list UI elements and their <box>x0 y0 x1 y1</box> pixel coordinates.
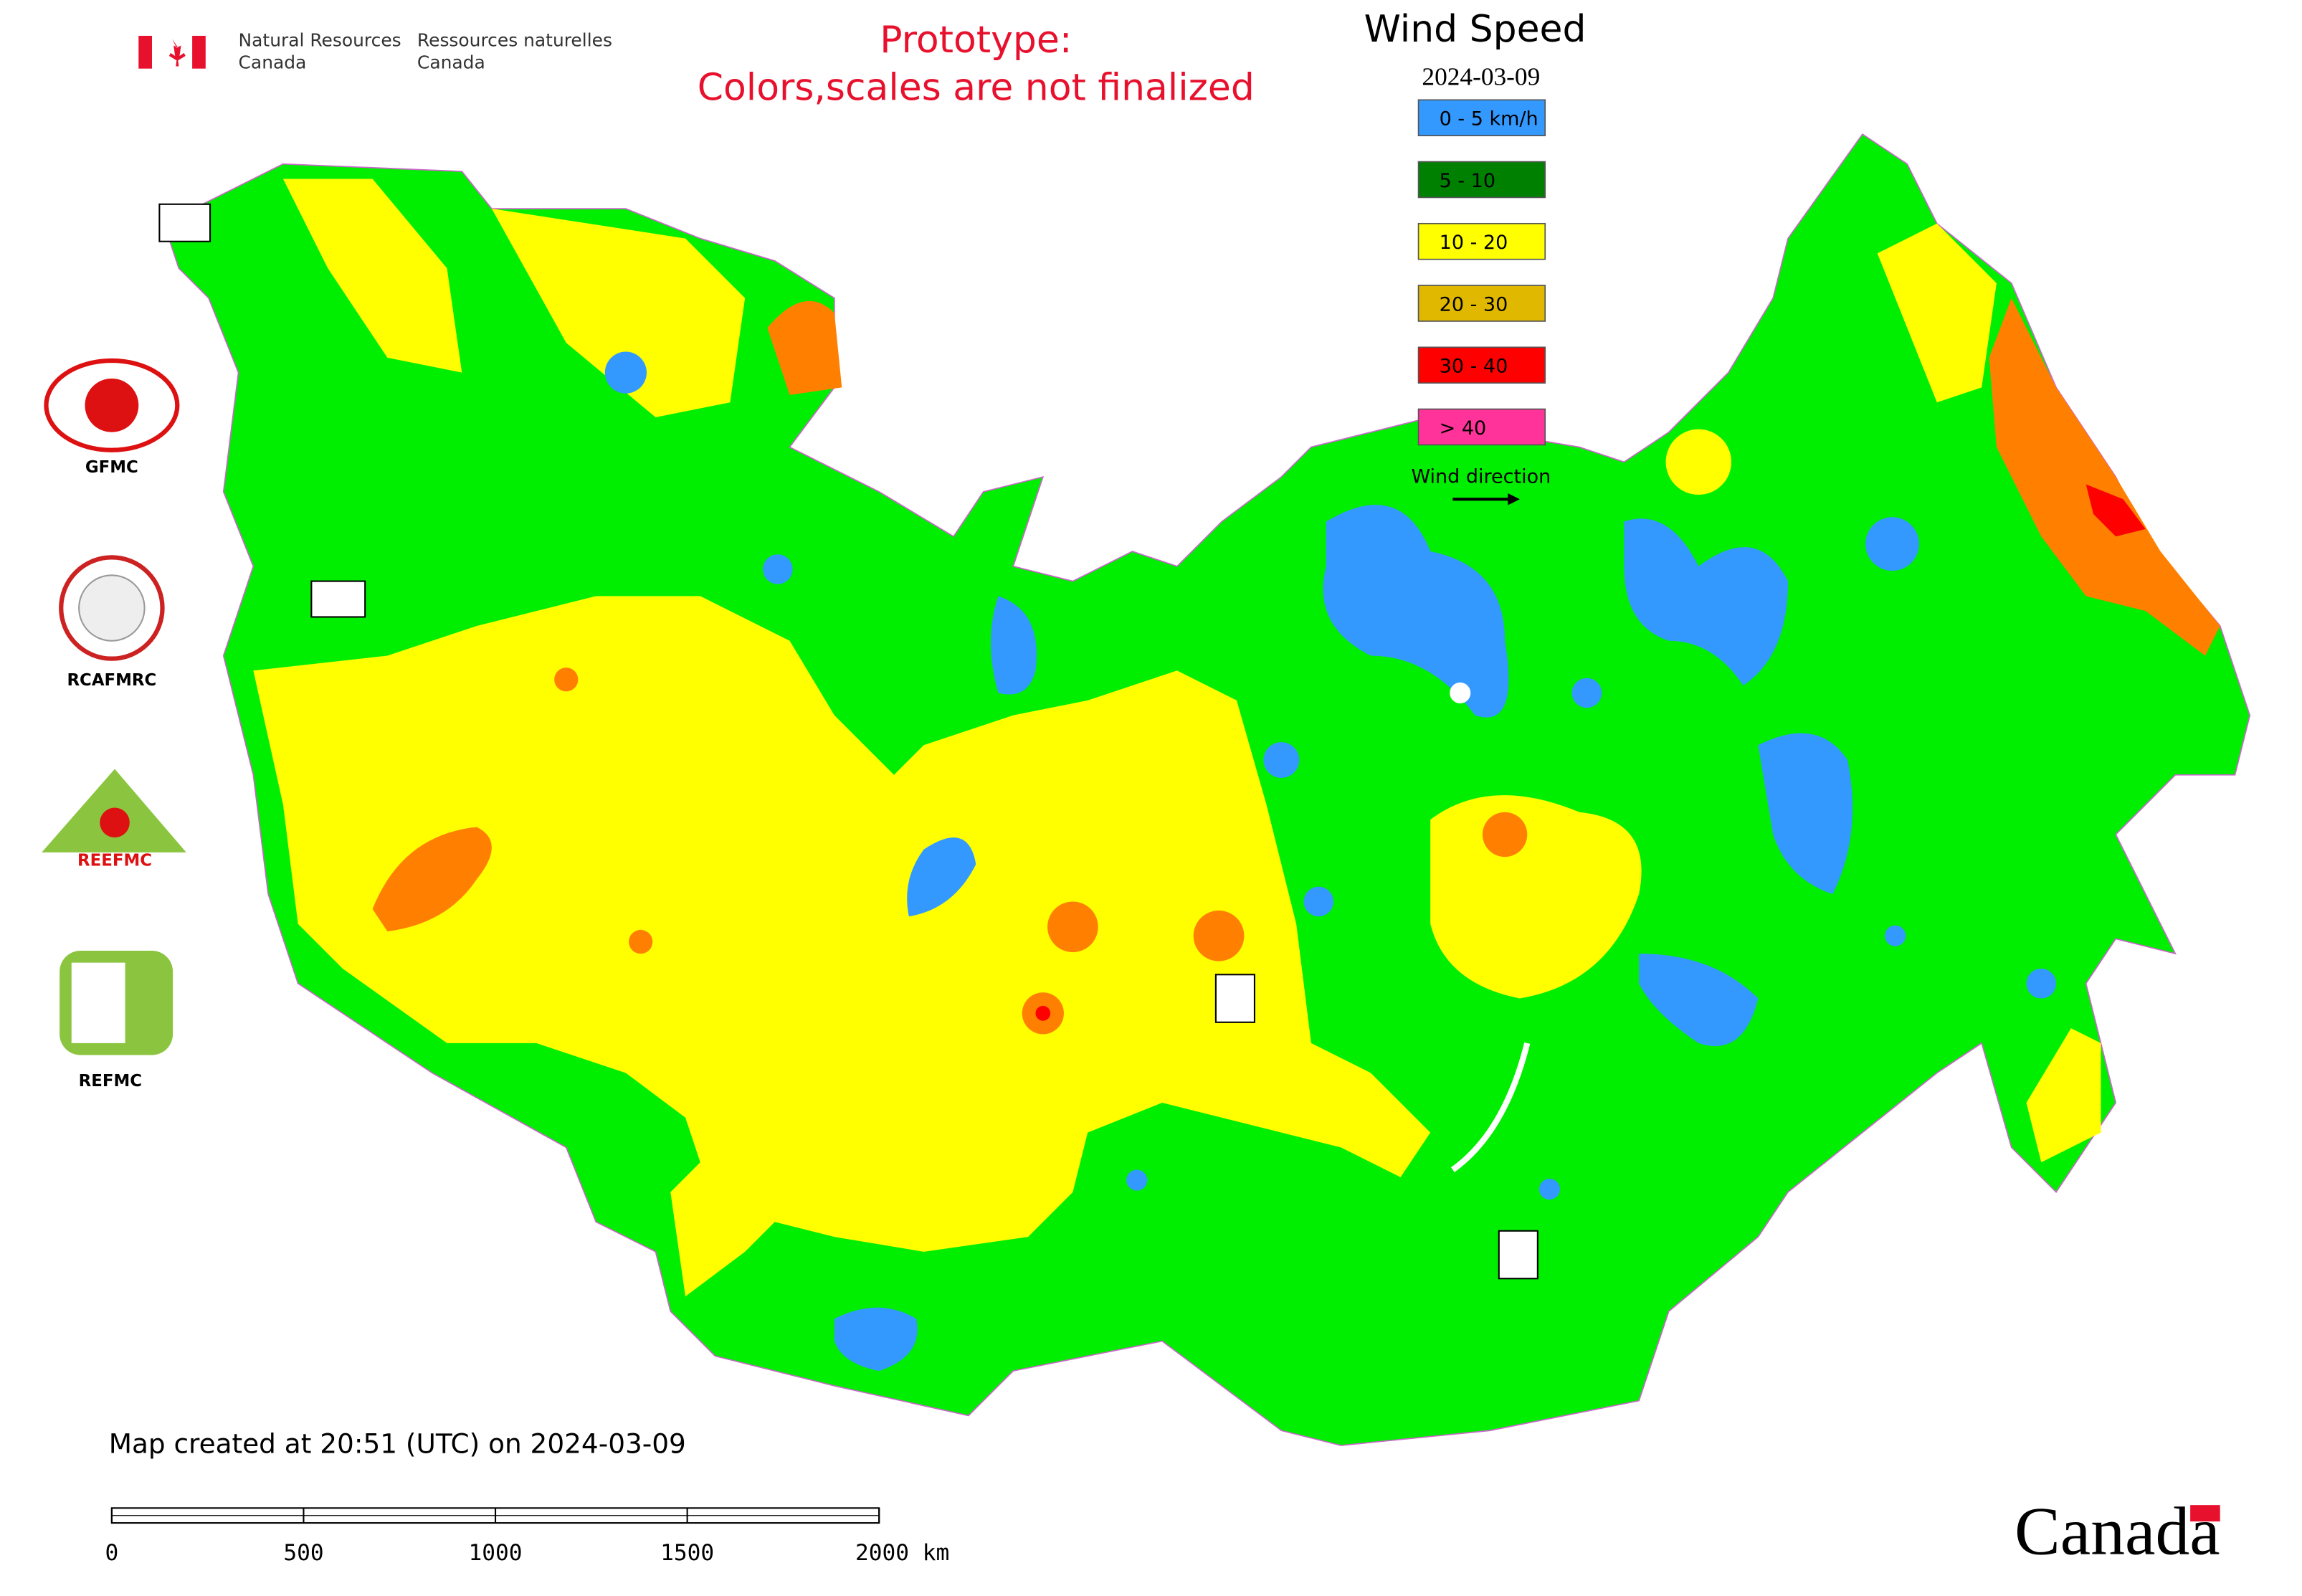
zone-red <box>1035 1005 1051 1021</box>
zone-blue <box>604 351 647 394</box>
zone-yellow <box>282 179 462 373</box>
legend: Wind Speed 2024-03-09 Wind direction 0 -… <box>1364 8 1587 505</box>
agency-name: Natural Resources <box>239 29 401 50</box>
zone-blue <box>1263 742 1300 778</box>
logo-text: REEFMC <box>77 852 152 870</box>
reefmc-logo <box>100 807 130 838</box>
zone-blue <box>1758 733 1853 895</box>
legend-swatch <box>1417 99 1546 137</box>
wordmark-flag <box>2190 1505 2220 1522</box>
logo-label: REFMC <box>79 1072 142 1091</box>
zone-blue <box>1126 1169 1148 1191</box>
legend-title: Wind Speed <box>1364 8 1587 51</box>
zone-blue <box>763 554 793 584</box>
prototype-note: Prototype: <box>880 19 1072 62</box>
legend-swatch <box>1417 408 1546 446</box>
zone-blue <box>1571 678 1602 708</box>
legend-label: 10 - 20 <box>1440 232 1508 254</box>
zone-yellow <box>1430 795 1642 999</box>
zone-yellow <box>253 596 1431 1297</box>
partner-logos: GFMC RCAFMRC REEFMC REFMC <box>42 358 186 1091</box>
station-marker <box>1498 1230 1538 1280</box>
zone-yellow <box>491 209 746 417</box>
scale-label: 1500 <box>660 1540 714 1566</box>
scale-label: 2000 km <box>855 1540 949 1566</box>
zone-blue <box>1538 1179 1560 1200</box>
agency-name: Canada <box>417 52 485 73</box>
zone-blue <box>907 837 976 917</box>
canada-wordmark: Canada <box>2015 1493 2220 1569</box>
zone-orange <box>629 929 653 954</box>
zone-orange <box>1989 298 2220 656</box>
legend-label: 20 - 30 <box>1440 293 1508 315</box>
legend-label: 0 - 5 km/h <box>1440 108 1538 130</box>
zone-blue <box>834 1307 918 1372</box>
wind-map <box>158 133 2251 1446</box>
legend-swatch <box>1417 346 1546 384</box>
logo-label: GFMC <box>85 458 138 477</box>
zone-orange <box>1047 901 1098 953</box>
zone-orange <box>1193 910 1245 961</box>
scale-label: 1000 <box>469 1540 523 1566</box>
refmc-logo <box>71 962 125 1043</box>
legend-label: 5 - 10 <box>1440 170 1495 192</box>
scale-bar: 0 500 1000 1500 2000 km <box>105 1507 949 1566</box>
zone-blue <box>1885 925 1906 946</box>
legend-date: 2024-03-09 <box>1422 63 1540 91</box>
legend-label: > 40 <box>1440 417 1487 440</box>
rcafmrc-logo <box>78 574 146 642</box>
creation-note: Map created at 20:51 (UTC) on 2024-03-09 <box>109 1428 686 1459</box>
scale-label: 500 <box>283 1540 323 1566</box>
zone-blue <box>1639 954 1759 1047</box>
zone-blue <box>1624 518 1788 686</box>
zone-orange <box>554 668 579 692</box>
lake-baikal <box>1450 1042 1531 1172</box>
legend-swatch <box>1417 285 1546 322</box>
zone-orange <box>372 827 492 932</box>
wind-direction-label: Wind direction <box>1411 465 1551 488</box>
zone-blue <box>1323 505 1509 718</box>
zone-yellow <box>1877 223 1997 403</box>
station-marker <box>310 580 366 618</box>
prototype-note: Colors,scales are not finalized <box>698 66 1255 109</box>
zone-blue <box>2026 968 2057 999</box>
agency-name: Canada <box>239 52 307 73</box>
zone-yellow <box>1665 429 1732 495</box>
flag-bar <box>192 35 206 69</box>
zone-blue <box>1865 517 1919 571</box>
zone-yellow <box>2026 1028 2101 1163</box>
legend-swatch <box>1417 222 1546 260</box>
zone-orange <box>767 300 842 395</box>
gfmc-logo <box>44 358 180 452</box>
zone-blue <box>991 596 1037 695</box>
zone-red <box>2085 484 2146 537</box>
logo-label: RCAFMRC <box>67 671 156 690</box>
nrcan-signature: Natural Resources Canada Ressources natu… <box>138 29 612 73</box>
zone-blue <box>1303 886 1334 917</box>
gfmc-logo <box>85 378 139 432</box>
zone-orange <box>1482 812 1528 858</box>
wind-arrow-head <box>1508 493 1520 505</box>
agency-name: Ressources naturelles <box>417 29 612 50</box>
maple-leaf <box>168 39 186 67</box>
station-marker <box>158 203 211 242</box>
legend-swatch <box>1417 161 1546 199</box>
station-marker <box>1214 974 1255 1023</box>
lake <box>1450 682 1471 704</box>
flag-bar <box>138 35 152 69</box>
legend-label: 30 - 40 <box>1440 356 1508 378</box>
scale-label: 0 <box>105 1540 118 1566</box>
